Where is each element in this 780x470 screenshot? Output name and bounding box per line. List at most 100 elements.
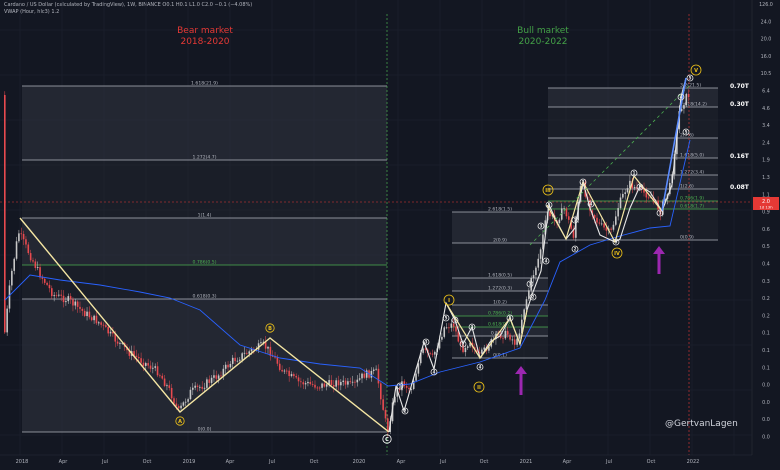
candle-body (506, 330, 509, 335)
candle-body (201, 386, 203, 389)
vwap-line (4, 139, 691, 387)
wave-label-minor: 2 (639, 184, 642, 189)
candle-body (349, 381, 352, 383)
fib-bear-zone (22, 86, 387, 432)
purple-arrow-1-head (515, 366, 527, 374)
wave-label-minor-ring (529, 293, 537, 301)
candle-body (645, 192, 648, 198)
wave-label-minor-ring (579, 178, 587, 186)
price-target-label: 0.30T (730, 101, 750, 108)
candle-body (469, 342, 471, 347)
fib-bear-level-label: 1.618(21.9) (191, 81, 218, 87)
candle-body (168, 385, 171, 388)
candle-body (90, 317, 93, 321)
wave-label-minor-ring (506, 314, 514, 322)
price-tick: 0.1 (762, 331, 770, 337)
candle-body (95, 315, 98, 324)
candle-body (377, 368, 380, 384)
time-tick: 2019 (183, 459, 196, 465)
indicator-header: VWAP (Hour, hlc3) 1.2 (4, 9, 60, 15)
price-tick: 0.2 (762, 296, 770, 302)
candle-body (246, 352, 248, 354)
wave-label-minor-ring (571, 216, 579, 224)
candle-body (396, 388, 399, 397)
candle-body (619, 197, 622, 209)
candle-body (483, 347, 485, 350)
candle-body (549, 211, 551, 217)
wave-label-iii: III (545, 188, 551, 194)
candle-body (239, 359, 241, 361)
fib-bear-band (22, 86, 387, 160)
fib-bear-level-label: 0(0.0) (198, 427, 212, 433)
bear-market-title-line2: 2018-2020 (180, 37, 230, 47)
candle-body (79, 306, 81, 309)
candle-body (617, 208, 619, 217)
fib-bull2-level-label: 0.786(1.9) (680, 196, 704, 202)
candle-body (365, 370, 368, 378)
candle-body (213, 375, 215, 378)
candle-body (565, 208, 568, 217)
candle-body (170, 387, 173, 399)
fib-bull1-level-label: 0.618(0.2) (488, 322, 512, 328)
candle-body (128, 350, 131, 356)
candle-body (250, 349, 253, 352)
candle-body (622, 193, 624, 198)
candle-body (466, 346, 469, 348)
candle-body (69, 296, 72, 300)
candle-body (513, 339, 516, 345)
wave-label-c-ring (382, 434, 392, 444)
candle-body (220, 375, 222, 377)
candle-body (60, 294, 62, 296)
wave-label-minor-ring (656, 209, 664, 217)
price-tick: 2.4 (762, 140, 770, 146)
candle-body (15, 241, 18, 259)
candle-body (593, 215, 596, 218)
wave-label-minor-ring (636, 183, 644, 191)
wave-label-minor: 4 (479, 364, 482, 369)
candle-body (243, 352, 246, 354)
candle-body (29, 253, 32, 261)
price-tick: 0.9 (762, 210, 770, 216)
bear-market-title-line1: Bear market (177, 26, 233, 36)
wave-label-minor-ring (537, 222, 545, 230)
time-tick: Oct (480, 459, 489, 465)
candle-body (521, 319, 523, 334)
candle-body (333, 385, 335, 387)
wave-label-minor: 1 (633, 170, 636, 175)
wave-label-minor-ring (571, 245, 579, 253)
fib-bull2-level-label: 2(7.6) (680, 133, 694, 139)
wave-label-c: C (385, 437, 389, 443)
candle-body (76, 301, 79, 307)
candle-body (241, 353, 243, 360)
candle-body (149, 365, 152, 369)
wave-label-minor: 4 (545, 258, 548, 263)
bull-subwave-yellow (546, 174, 663, 244)
candle-body (450, 323, 453, 328)
candle-body (361, 373, 363, 379)
candle-body (86, 311, 88, 317)
time-tick: Oct (310, 459, 319, 465)
candle-body (403, 381, 406, 386)
time-tick: 2018 (16, 459, 29, 465)
candle-body (410, 389, 413, 390)
candle-body (478, 351, 481, 354)
candle-body (563, 208, 565, 210)
purple-arrow-2-head (653, 246, 665, 254)
last-price-badge (753, 197, 779, 210)
candle-body (452, 323, 455, 327)
wave-label-minor: 5 (445, 315, 448, 320)
candle-body (572, 228, 575, 238)
wave-label-minor: 3 (659, 210, 662, 215)
candle-body (267, 346, 269, 349)
wave-label-minor-ring (526, 280, 534, 288)
candle-body (669, 182, 671, 195)
arrows (515, 246, 665, 395)
wave-label-minor: 2 (574, 246, 577, 251)
wave-label-minor: 3 (540, 223, 543, 228)
candle-body (518, 333, 521, 339)
candle-body (382, 399, 384, 410)
price-tick: 24.0 (761, 19, 772, 25)
candle-body (224, 364, 227, 369)
candle-body (441, 336, 443, 340)
